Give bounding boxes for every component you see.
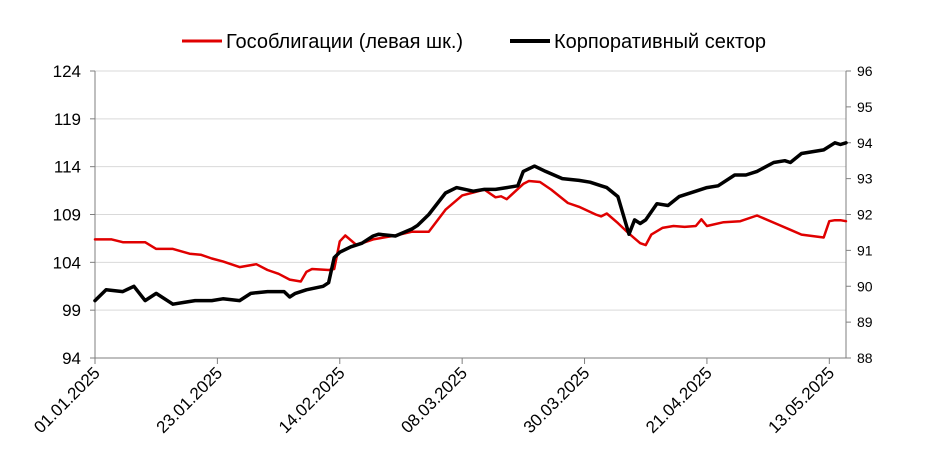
legend-label-corporate: Корпоративный сектор [554, 31, 766, 53]
y-axis-right: 88 89 90 91 92 93 94 95 96 [845, 63, 873, 366]
y-right-tick-label: 93 [857, 171, 873, 187]
y-right-tick-label: 91 [857, 242, 873, 258]
y-right-tick-label: 96 [857, 63, 873, 79]
y-right-tick-label: 94 [857, 135, 873, 151]
x-tick-label: 23.01.2025 [153, 363, 227, 437]
y-left-tick-label: 94 [62, 349, 81, 368]
y-right-tick-label: 95 [857, 99, 873, 115]
x-tick-label: 21.04.2025 [642, 363, 716, 437]
x-tick-label: 13.05.2025 [765, 363, 839, 437]
y-left-tick-label: 99 [62, 301, 81, 320]
series-corporate-line [93, 141, 848, 306]
y-right-tick-label: 90 [857, 278, 873, 294]
y-left-tick-label: 114 [54, 158, 81, 177]
y-axis-left: 94 99 104 109 114 119 124 [53, 62, 96, 368]
x-tick-label: 01.01.2025 [30, 363, 104, 437]
y-left-tick-label: 119 [54, 110, 81, 129]
y-left-tick-label: 104 [53, 253, 81, 272]
gridlines [95, 70, 846, 359]
x-tick-label: 14.02.2025 [275, 363, 349, 437]
legend-label-govbonds: Гособлигации (левая шк.) [226, 31, 463, 53]
x-tick-label: 08.03.2025 [397, 363, 471, 437]
y-right-tick-label: 88 [857, 350, 873, 366]
y-left-tick-label: 124 [53, 62, 81, 81]
series-lines [93, 141, 848, 306]
x-tick-label: 30.03.2025 [520, 363, 594, 437]
y-left-tick-label: 109 [53, 206, 81, 225]
y-right-tick-label: 89 [857, 314, 873, 330]
legend: Гособлигации (левая шк.) Корпоративный с… [182, 31, 766, 53]
x-axis: 01.01.2025 23.01.2025 14.02.2025 08.03.2025… [30, 358, 838, 437]
series-govbonds-line [93, 179, 848, 283]
y-right-tick-label: 92 [857, 207, 873, 223]
